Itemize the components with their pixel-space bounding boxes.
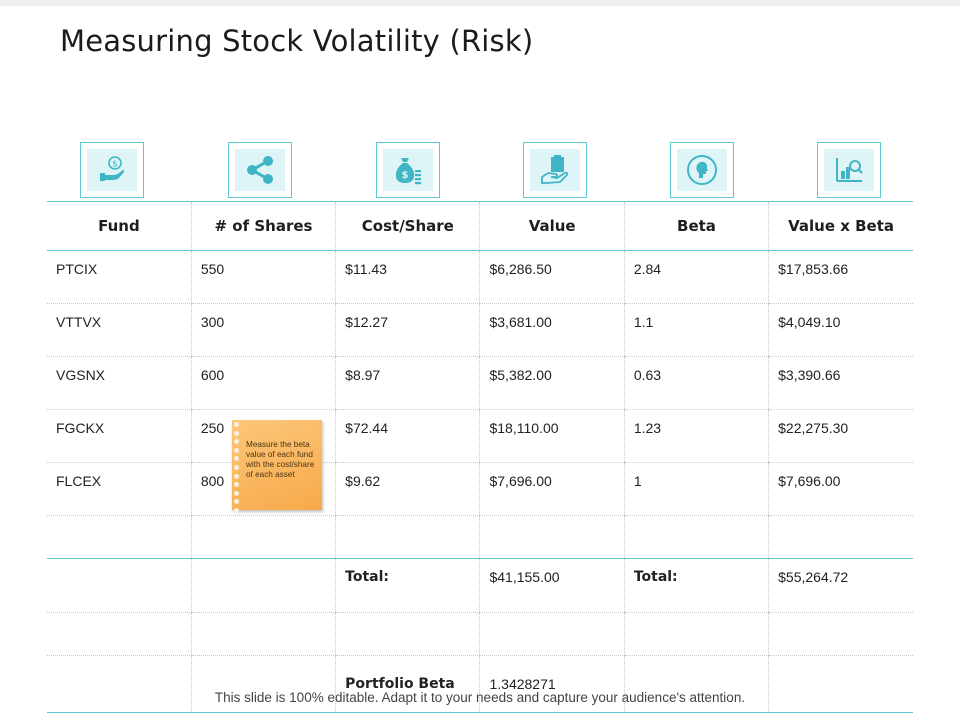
sticky-note: Measure the beta value of each fund with… — [232, 420, 322, 513]
idea-head-icon — [687, 155, 717, 185]
table-row: VGSNX 600 $8.97 $5,382.00 0.63 $3,390.66 — [47, 356, 913, 410]
share-icon — [247, 156, 273, 184]
cell-value: $7,696.00 — [479, 462, 625, 516]
cell-fund: PTCIX — [47, 250, 192, 304]
money-bag-icon: $ — [395, 158, 421, 185]
share-icon-box — [228, 142, 292, 198]
cell-value-x-beta: $22,275.30 — [768, 409, 913, 463]
empty-row — [47, 515, 913, 559]
cell-cost-share: $12.27 — [335, 303, 480, 357]
cell-fund: FGCKX — [47, 409, 192, 463]
cell-fund: FLCEX — [47, 462, 192, 516]
idea-head-icon-box — [670, 142, 734, 198]
cell-value: $18,110.00 — [479, 409, 625, 463]
table-header-row: Fund # of Shares Cost/Share Value Beta V… — [47, 201, 913, 251]
volatility-table: Fund # of Shares Cost/Share Value Beta V… — [47, 201, 913, 713]
total-row: Total: $41,155.00 Total: $55,264.72 — [47, 558, 913, 613]
clipboard-hand-icon — [541, 155, 569, 184]
money-hand-icon-box: $ — [80, 142, 144, 198]
header-value-x-beta: Value x Beta — [768, 201, 913, 251]
money-bag-icon-box: $ — [376, 142, 440, 198]
header-value: Value — [479, 201, 625, 251]
cell-beta: 1.1 — [623, 303, 769, 357]
cell-fund: VTTVX — [47, 303, 192, 357]
total-value: $41,155.00 — [479, 558, 625, 613]
cell-beta: 1 — [623, 462, 769, 516]
chart-analysis-icon-box — [817, 142, 881, 198]
portfolio-beta-label: Portfolio Beta — [335, 655, 480, 713]
cell-value: $6,286.50 — [479, 250, 625, 304]
footer-text: This slide is 100% editable. Adapt it to… — [214, 690, 746, 705]
header-cost-share: Cost/Share — [335, 201, 480, 251]
slide-title: Measuring Stock Volatility (Risk) — [60, 24, 534, 58]
empty-row — [47, 612, 913, 656]
total-value-x-beta: $55,264.72 — [768, 558, 913, 613]
sticky-note-text: Measure the beta value of each fund with… — [246, 440, 315, 479]
table-row: FGCKX 250 $72.44 $18,110.00 1.23 $22,275… — [47, 409, 913, 463]
cell-value-x-beta: $17,853.66 — [768, 250, 913, 304]
table-row: PTCIX 550 $11.43 $6,286.50 2.84 $17,853.… — [47, 250, 913, 304]
table-row: FLCEX 800 $9.62 $7,696.00 1 $7,696.00 — [47, 462, 913, 516]
cell-shares: 600 — [190, 356, 336, 410]
header-fund: Fund — [47, 201, 192, 251]
header-beta: Beta — [623, 201, 769, 251]
cell-shares: 300 — [190, 303, 336, 357]
cell-cost-share: $8.97 — [335, 356, 480, 410]
cell-beta: 0.63 — [623, 356, 769, 410]
portfolio-beta-row: Portfolio Beta 1.3428271 — [47, 655, 913, 713]
cell-value-x-beta: $7,696.00 — [768, 462, 913, 516]
clipboard-hand-icon-box — [523, 142, 587, 198]
chart-analysis-icon — [836, 158, 863, 182]
cell-cost-share: $72.44 — [335, 409, 480, 463]
cell-fund: VGSNX — [47, 356, 192, 410]
portfolio-beta-value: 1.3428271 — [479, 655, 625, 713]
cell-value-x-beta: $4,049.10 — [768, 303, 913, 357]
cell-cost-share: $9.62 — [335, 462, 480, 516]
cell-value: $3,681.00 — [479, 303, 625, 357]
cell-value-x-beta: $3,390.66 — [768, 356, 913, 410]
money-hand-icon: $ — [100, 156, 125, 181]
cell-beta: 1.23 — [623, 409, 769, 463]
cell-value: $5,382.00 — [479, 356, 625, 410]
total-label: Total: — [335, 558, 480, 613]
total-label-beta: Total: — [623, 558, 769, 613]
svg-text:$: $ — [402, 170, 409, 181]
cell-beta: 2.84 — [623, 250, 769, 304]
cell-cost-share: $11.43 — [335, 250, 480, 304]
cell-shares: 550 — [190, 250, 336, 304]
note-binding-holes — [234, 422, 242, 517]
top-bar — [0, 0, 960, 6]
svg-text:$: $ — [112, 160, 118, 170]
header-shares: # of Shares — [190, 201, 336, 251]
table-row: VTTVX 300 $12.27 $3,681.00 1.1 $4,049.10 — [47, 303, 913, 357]
